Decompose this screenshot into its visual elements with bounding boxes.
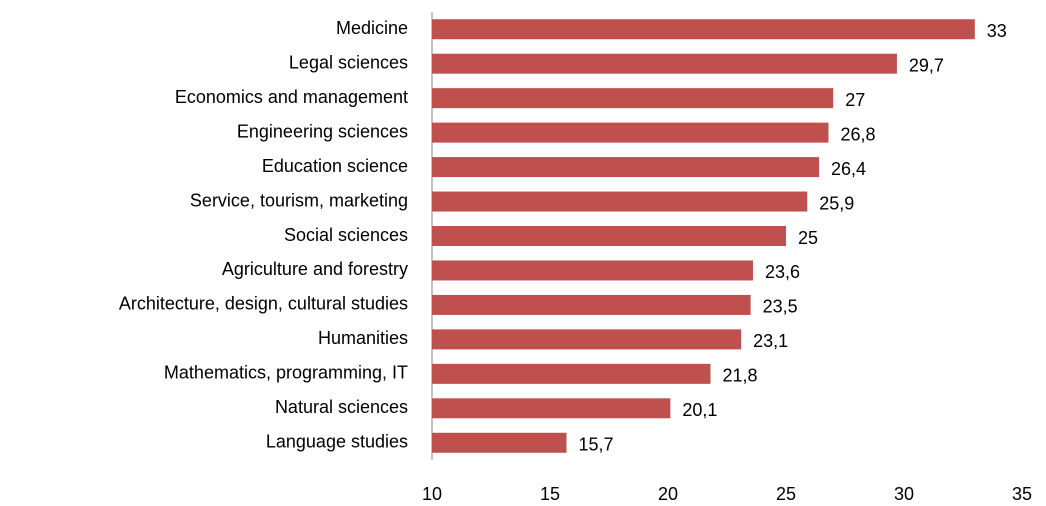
y-tick-label: Architecture, design, cultural studies (119, 294, 408, 314)
bar (432, 191, 808, 212)
bar (432, 260, 753, 281)
bar (432, 53, 897, 74)
data-label: 15,7 (579, 435, 614, 455)
y-tick-label: Humanities (318, 328, 408, 348)
y-tick-label: Legal sciences (289, 52, 408, 72)
x-tick-label: 25 (776, 484, 796, 504)
y-tick-label: Service, tourism, marketing (190, 190, 408, 210)
x-tick-label: 35 (1012, 484, 1032, 504)
data-label: 23,6 (765, 262, 800, 282)
bar (432, 157, 820, 178)
data-label: 23,5 (763, 297, 798, 317)
x-tick-label: 20 (658, 484, 678, 504)
data-label: 25,9 (819, 193, 854, 213)
y-tick-label: Language studies (266, 432, 408, 452)
data-label: 25 (798, 228, 818, 248)
y-tick-label: Engineering sciences (237, 121, 408, 141)
bar (432, 432, 567, 453)
data-label: 27 (845, 90, 865, 110)
x-tick-label: 15 (540, 484, 560, 504)
data-label: 26,8 (840, 124, 875, 144)
y-tick-label: Agriculture and forestry (222, 259, 408, 279)
data-label: 26,4 (831, 159, 866, 179)
bar (432, 226, 786, 246)
y-tick-label: Economics and management (175, 87, 408, 107)
y-tick-label: Mathematics, programming, IT (164, 363, 408, 383)
data-label: 23,1 (753, 331, 788, 351)
x-tick-label: 10 (422, 484, 442, 504)
bar (432, 122, 829, 143)
data-label: 29,7 (909, 55, 944, 75)
y-tick-label: Medicine (336, 18, 408, 38)
bar (432, 88, 834, 109)
data-label: 21,8 (722, 366, 757, 386)
data-label: 33 (987, 21, 1007, 41)
bar (432, 398, 671, 419)
y-tick-label: Education science (262, 156, 408, 176)
bar (432, 329, 742, 350)
y-tick-label: Social sciences (284, 225, 408, 245)
x-tick-label: 30 (894, 484, 914, 504)
bar (432, 363, 711, 384)
bar (432, 294, 751, 315)
bar (432, 19, 975, 40)
y-tick-label: Natural sciences (275, 397, 408, 417)
data-label: 20,1 (682, 400, 717, 420)
